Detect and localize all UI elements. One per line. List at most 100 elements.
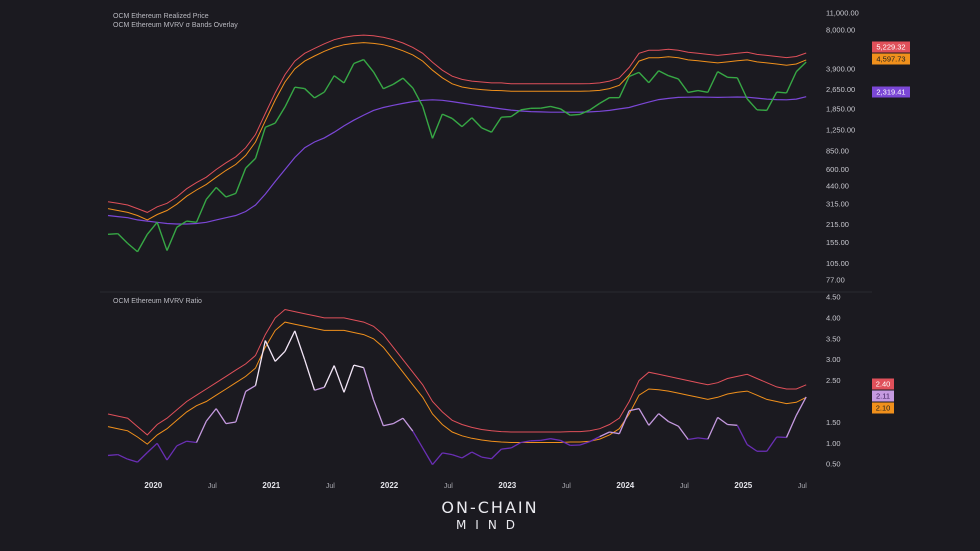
- price-segment: [343, 63, 355, 84]
- upper_band-value-badge: [872, 41, 910, 53]
- legend-mvrv-ratio[interactable]: OCM Ethereum MVRV Ratio: [113, 298, 202, 305]
- mvrv-segment: [609, 431, 620, 435]
- price-segment: [736, 77, 748, 100]
- price-segment: [658, 70, 669, 77]
- mvrv-segment: [412, 430, 424, 449]
- y-tick-label: 1.50: [826, 418, 841, 427]
- price-segment: [618, 76, 630, 98]
- mvrv-segment: [343, 364, 355, 393]
- mvrv-segment: [736, 425, 748, 445]
- mvrv-segment: [491, 448, 502, 460]
- mvrv_upper-value-text: 2.40: [876, 380, 891, 389]
- price-segment: [756, 109, 767, 112]
- mvrv-segment: [186, 440, 197, 444]
- mvrv-segment: [560, 439, 571, 446]
- mvrv-segment: [353, 364, 364, 369]
- mvrv-segment: [245, 385, 256, 393]
- price-segment: [205, 186, 217, 200]
- x-tick-label: 2024: [616, 481, 634, 490]
- mvrv-segment: [579, 441, 591, 446]
- price-segment: [304, 88, 315, 99]
- lower_band-value-badge: [872, 53, 910, 65]
- price-segment: [225, 192, 237, 198]
- mvrv-segment: [471, 451, 482, 458]
- mvrv-segment: [156, 442, 168, 461]
- price-segment: [442, 113, 453, 120]
- mvrv-segment: [481, 456, 492, 460]
- x-tick-label: 2025: [734, 481, 752, 490]
- x-tick-label: 2022: [380, 481, 398, 490]
- mvrv-segment: [127, 458, 138, 463]
- mvrv-segment: [658, 413, 669, 423]
- last-value-labels: 5,229.32 4,597.73 2,319.41 2.40 2.11 2.10: [872, 41, 910, 414]
- price-segment: [668, 75, 679, 80]
- price-segment: [490, 116, 502, 133]
- mvrv-segment: [451, 453, 463, 459]
- price-segment: [136, 233, 148, 253]
- y-tick-label: 0.50: [826, 460, 841, 469]
- realized-value-badge: [872, 86, 910, 98]
- y-tick-label: 440.00: [826, 182, 849, 191]
- mvrv-segment: [461, 451, 473, 459]
- x-tick-label: Jul: [798, 483, 807, 490]
- legend-mvrv-bands-overlay[interactable]: OCM Ethereum MVRV σ Bands Overlay: [113, 22, 238, 29]
- mvrv-segment: [688, 437, 699, 441]
- price-segment: [461, 117, 473, 128]
- legend-realized-price[interactable]: OCM Ethereum Realized Price: [113, 13, 209, 20]
- price-segment: [186, 220, 197, 223]
- mvrv-lower-band-line: [107, 321, 807, 445]
- price-segment: [195, 198, 207, 223]
- mvrv-segment: [442, 452, 453, 456]
- price-segment: [785, 71, 797, 94]
- price-segment: [510, 109, 522, 118]
- realized-price-line: [107, 96, 807, 225]
- price-segment: [638, 71, 650, 84]
- mvrv-segment: [107, 453, 118, 457]
- mvrv-segment: [599, 431, 610, 438]
- price-segment: [697, 89, 708, 93]
- y-tick-label: 155.00: [826, 238, 849, 247]
- price-segment: [372, 71, 384, 90]
- x-tick-label: 2020: [144, 481, 162, 490]
- price-segment: [746, 98, 758, 111]
- mvrv-segment: [668, 420, 679, 427]
- mvrv-segment: [766, 436, 778, 452]
- price-segment: [501, 115, 512, 118]
- mvrv-segment: [254, 340, 266, 386]
- y-tick-label: 600.00: [826, 165, 849, 174]
- mvrv-segment: [432, 452, 443, 466]
- price-segment: [481, 127, 492, 133]
- mvrv-segment: [195, 420, 207, 443]
- mvrv_lower-value-text: 2.10: [876, 404, 891, 413]
- mvrv-segment: [392, 417, 404, 425]
- mvrv-segment: [520, 440, 531, 444]
- mvrv-segment: [727, 423, 738, 426]
- y-tick-label: 315.00: [826, 200, 849, 209]
- bottom-y-axis: 4.50 4.00 3.50 3.00 2.50 1.50 1.00 0.50: [826, 293, 841, 469]
- y-tick-label: 1.00: [826, 439, 841, 448]
- realized-value-text: 2,319.41: [876, 88, 905, 97]
- mvrv-segment: [707, 417, 719, 440]
- mvrv_lower-value-badge: [872, 402, 894, 414]
- x-tick-label: Jul: [444, 483, 453, 490]
- price-segment: [589, 102, 601, 111]
- price-segment: [294, 86, 305, 90]
- y-tick-label: 11,000.00: [826, 9, 859, 18]
- y-tick-label: 105.00: [826, 259, 849, 268]
- top-pane-series: [107, 34, 807, 253]
- mvrv_upper-value-badge: [872, 378, 894, 390]
- price-segment: [451, 117, 463, 128]
- price-segment: [127, 242, 138, 253]
- mvrv-segment: [422, 447, 434, 465]
- mvrv-segment: [284, 330, 296, 352]
- y-tick-label: 215.00: [826, 220, 849, 229]
- mvrv-value-text: 2.11: [876, 392, 890, 401]
- price-segment: [431, 113, 443, 139]
- price-segment: [333, 75, 345, 84]
- price-segment: [648, 70, 660, 84]
- price-segment: [540, 105, 551, 109]
- y-tick-label: 3.50: [826, 334, 841, 343]
- price-segment: [284, 86, 296, 108]
- mvrv-segment: [697, 437, 708, 440]
